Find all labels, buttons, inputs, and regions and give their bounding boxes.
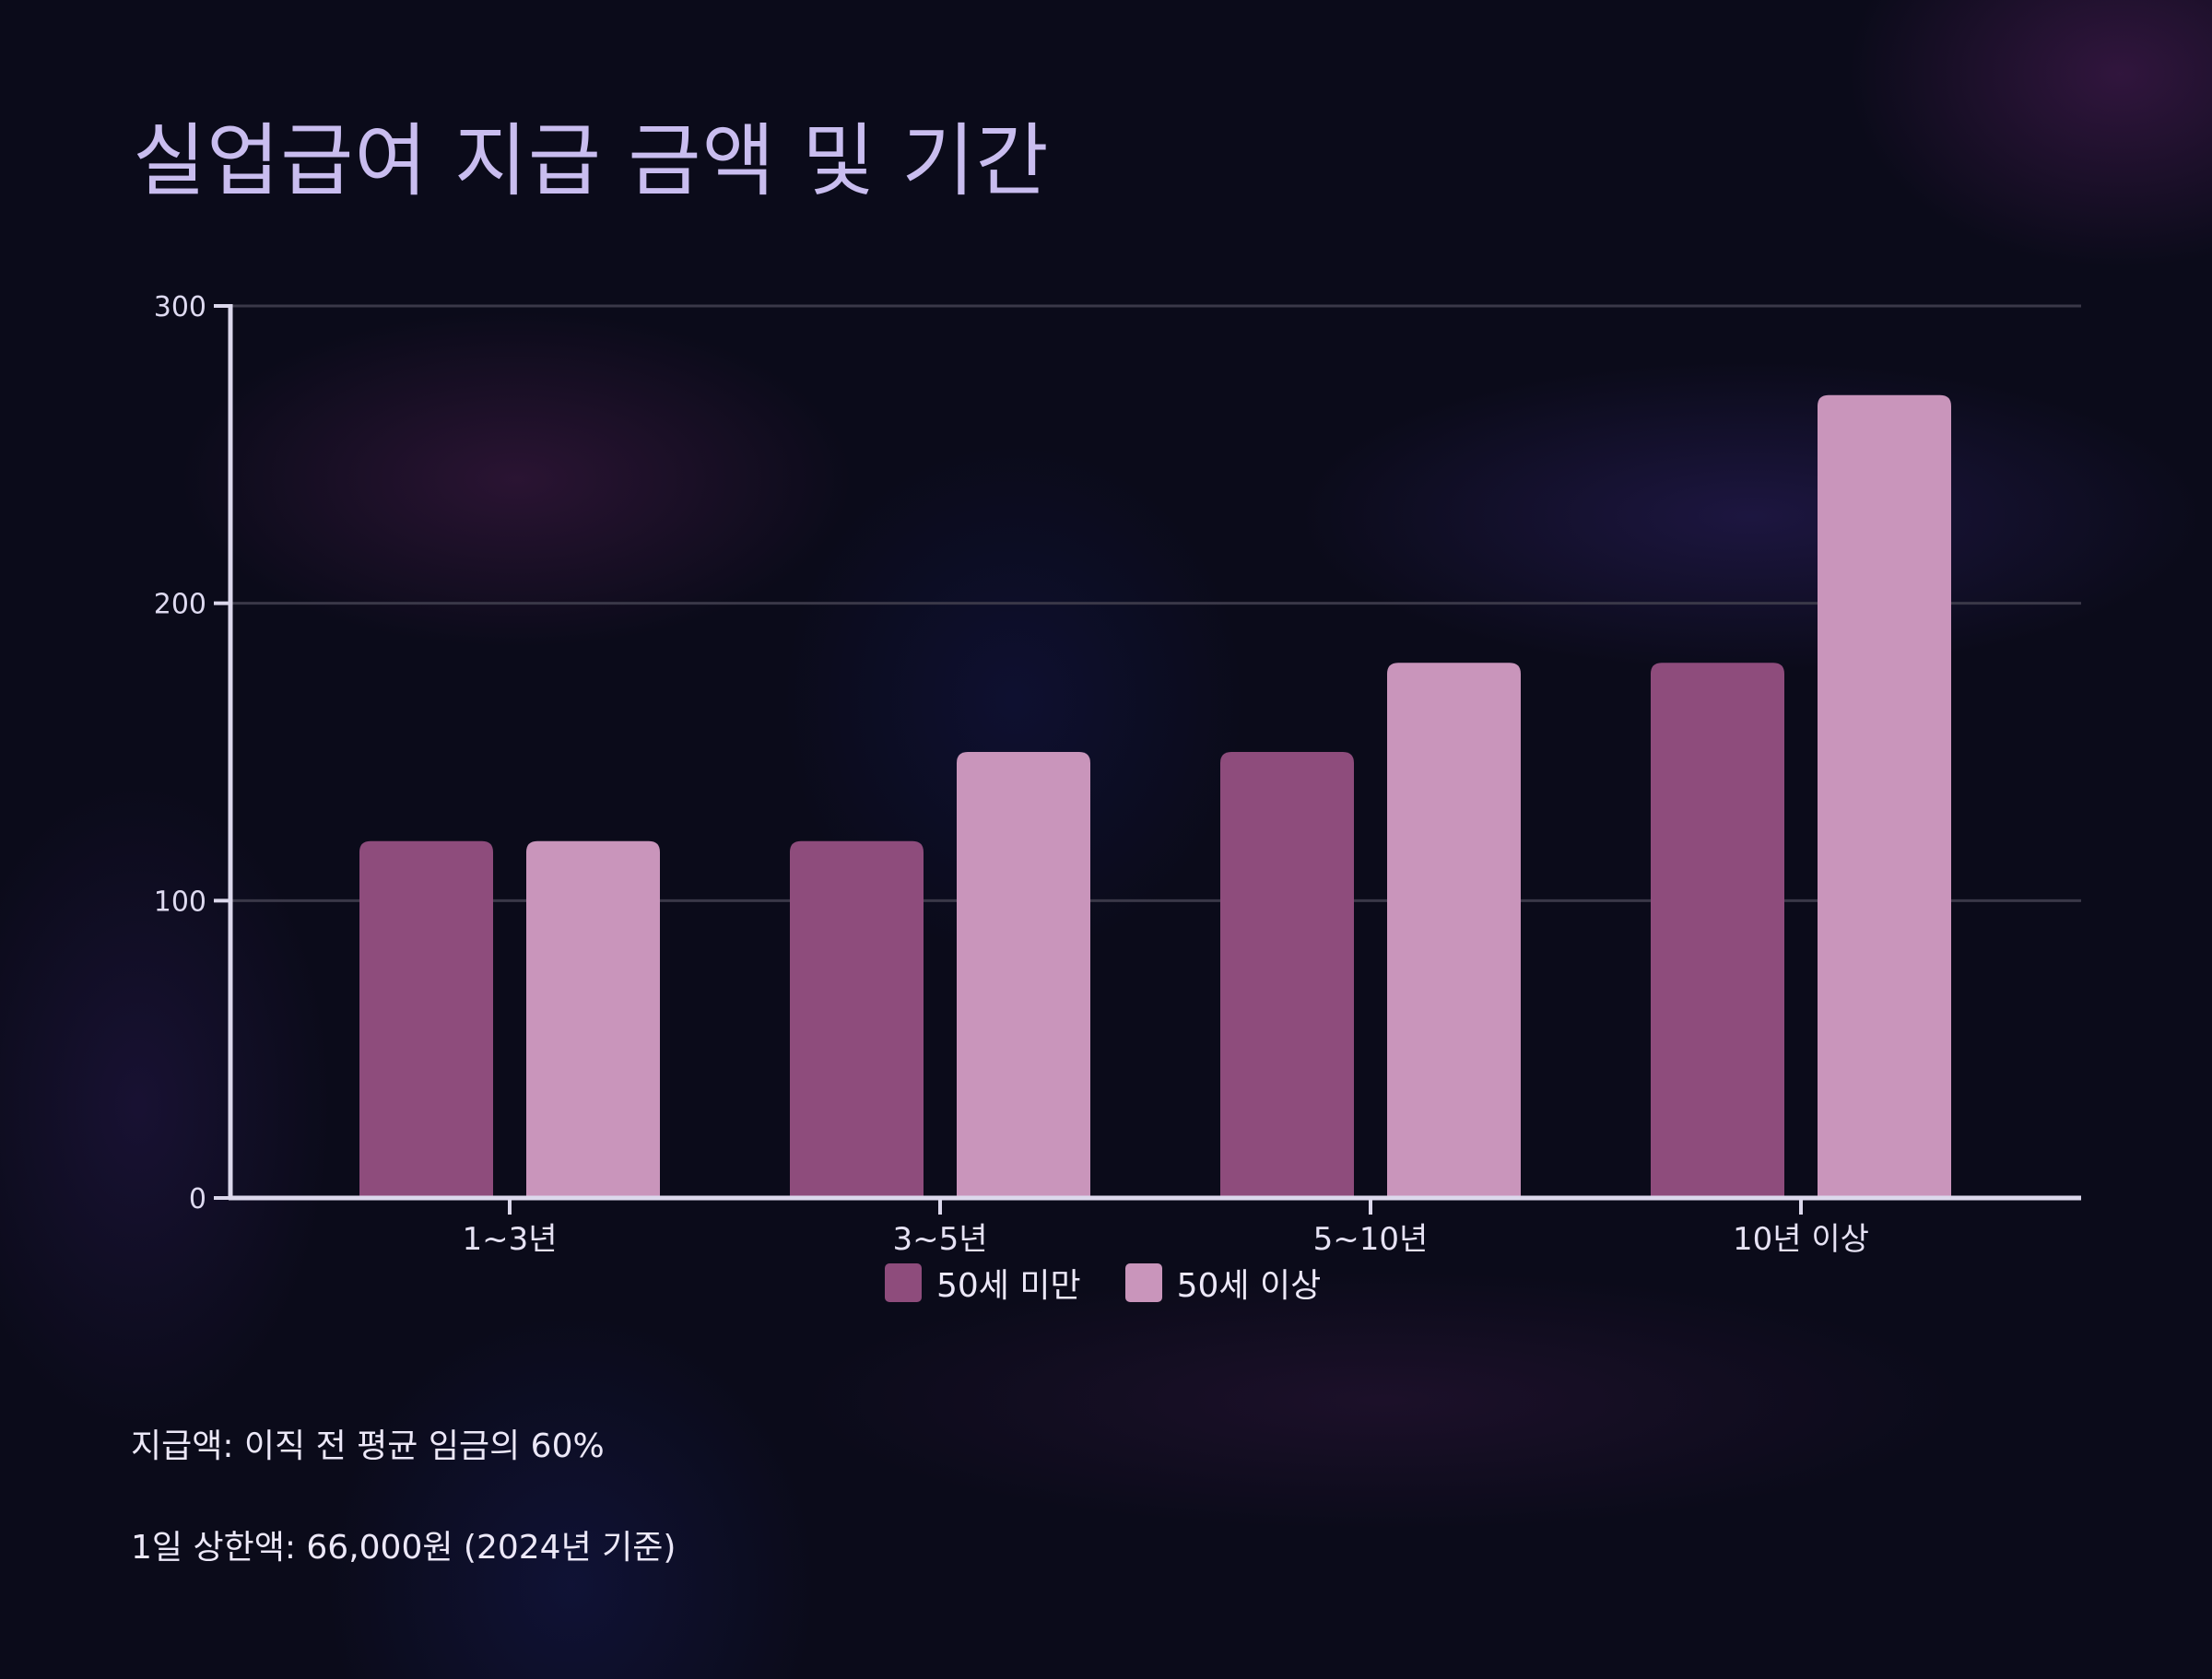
chart-title: 실업급여 지급 금액 및 기간	[133, 115, 1050, 207]
bar-under-50[interactable]	[1651, 663, 1784, 1198]
y-tick-label: 100	[154, 886, 206, 918]
y-tick-label: 300	[154, 291, 206, 323]
bar-under-50[interactable]	[1220, 752, 1354, 1198]
bar-over-50[interactable]	[1387, 663, 1521, 1198]
bar-over-50[interactable]	[526, 840, 660, 1198]
x-tick-label: 10년 이상	[1733, 1221, 1869, 1258]
x-tick-label: 1~3년	[462, 1221, 557, 1258]
bar-under-50[interactable]	[790, 840, 924, 1198]
y-tick-label: 200	[154, 589, 206, 621]
bar-under-50[interactable]	[359, 840, 493, 1198]
legend-swatch-over-50	[1124, 1263, 1162, 1302]
x-tick-label: 5~10년	[1313, 1221, 1429, 1258]
note-daily-cap: 1일 상한액: 66,000원 (2024년 기준)	[131, 1529, 677, 1567]
legend: 50세 미만 50세 이상	[885, 1259, 1365, 1307]
legend-label: 50세 미만	[936, 1267, 1081, 1305]
legend-item-under-50[interactable]: 50세 미만	[885, 1259, 1081, 1307]
bar-over-50[interactable]	[957, 752, 1090, 1198]
bar-over-50[interactable]	[1818, 394, 1951, 1198]
x-tick-label: 3~5년	[892, 1221, 987, 1258]
y-tick-label: 0	[189, 1183, 206, 1215]
legend-swatch-under-50	[885, 1263, 922, 1302]
legend-label: 50세 이상	[1176, 1267, 1322, 1305]
legend-item-over-50[interactable]: 50세 이상	[1124, 1259, 1322, 1307]
note-payment-rate: 지급액: 이직 전 평균 임금의 60%	[131, 1427, 605, 1465]
